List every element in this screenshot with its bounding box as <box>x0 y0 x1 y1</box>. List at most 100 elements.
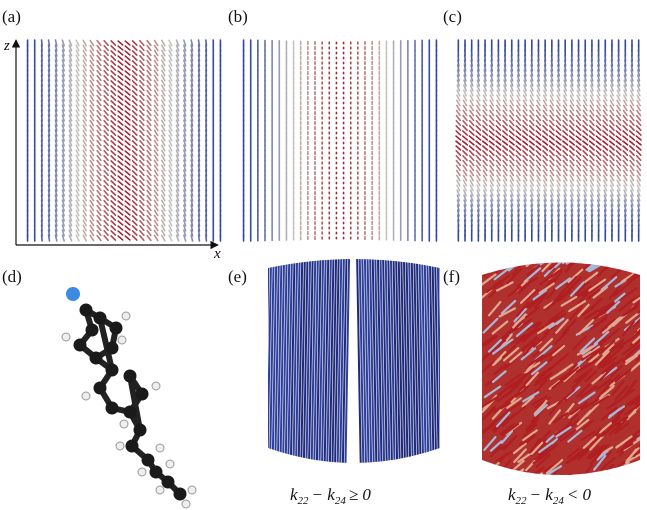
director <box>147 121 151 126</box>
caption-part: − k <box>312 485 336 504</box>
director <box>97 226 101 231</box>
director <box>140 226 144 230</box>
director <box>154 165 157 170</box>
director <box>104 61 108 65</box>
director <box>516 146 520 150</box>
director <box>590 151 594 155</box>
director <box>111 206 115 210</box>
director <box>583 151 587 155</box>
director <box>97 191 101 196</box>
director <box>456 116 460 121</box>
director <box>570 151 574 155</box>
director <box>526 473 542 484</box>
director <box>111 131 115 135</box>
director <box>537 116 541 121</box>
director <box>90 135 93 140</box>
director <box>605 470 619 482</box>
director <box>90 230 93 235</box>
director <box>147 96 151 101</box>
director <box>90 170 93 175</box>
director <box>616 136 621 140</box>
director <box>567 244 580 256</box>
director <box>97 161 101 166</box>
director <box>616 141 621 145</box>
director <box>90 105 93 110</box>
director <box>537 166 541 171</box>
director <box>125 231 130 235</box>
director <box>463 111 467 116</box>
director <box>610 126 614 130</box>
director <box>97 121 101 126</box>
director <box>583 166 587 171</box>
panel-label: (f) <box>443 267 460 286</box>
director <box>118 121 123 125</box>
director <box>90 110 93 115</box>
director <box>154 150 157 155</box>
director <box>125 81 130 85</box>
director <box>483 116 487 121</box>
director <box>147 206 151 211</box>
director <box>140 196 144 200</box>
director <box>603 131 607 135</box>
director <box>104 181 108 185</box>
director <box>97 216 101 221</box>
director <box>628 245 639 258</box>
director <box>583 156 587 160</box>
director <box>576 131 580 135</box>
director <box>147 61 151 66</box>
director <box>516 151 520 155</box>
director <box>543 111 547 116</box>
director <box>590 166 594 171</box>
director <box>628 473 640 483</box>
director <box>199 235 200 241</box>
director <box>118 111 123 115</box>
director <box>643 410 647 420</box>
director <box>90 80 93 85</box>
director <box>502 468 512 477</box>
director <box>490 131 494 135</box>
director <box>133 101 137 105</box>
director <box>97 61 101 66</box>
director <box>637 126 641 130</box>
director <box>456 156 460 160</box>
director <box>641 249 647 263</box>
director <box>97 156 101 161</box>
director <box>90 140 93 145</box>
director <box>125 166 130 170</box>
director <box>118 176 123 180</box>
director <box>603 161 607 166</box>
axis-label: z <box>3 38 10 54</box>
director <box>469 131 473 135</box>
director <box>634 250 647 263</box>
director <box>90 40 93 45</box>
director <box>617 121 621 125</box>
director <box>523 161 527 166</box>
director <box>154 205 157 210</box>
director <box>97 111 101 116</box>
director <box>510 166 514 171</box>
director <box>147 176 151 181</box>
director <box>133 181 137 185</box>
director <box>610 161 614 166</box>
director <box>583 141 588 145</box>
director <box>140 176 144 180</box>
director <box>154 190 157 195</box>
director <box>543 136 548 140</box>
director <box>456 151 460 155</box>
director <box>118 156 123 160</box>
director <box>97 101 101 106</box>
director <box>583 121 587 125</box>
director <box>97 56 101 61</box>
carbon-atom <box>136 388 149 401</box>
director <box>97 166 101 171</box>
director <box>104 76 108 80</box>
director <box>104 201 108 205</box>
director <box>597 166 601 171</box>
director <box>516 131 520 135</box>
director <box>97 106 101 111</box>
carbon-atom <box>162 476 175 489</box>
director <box>610 141 615 145</box>
director <box>125 46 130 50</box>
director <box>111 96 115 100</box>
director <box>154 220 157 225</box>
